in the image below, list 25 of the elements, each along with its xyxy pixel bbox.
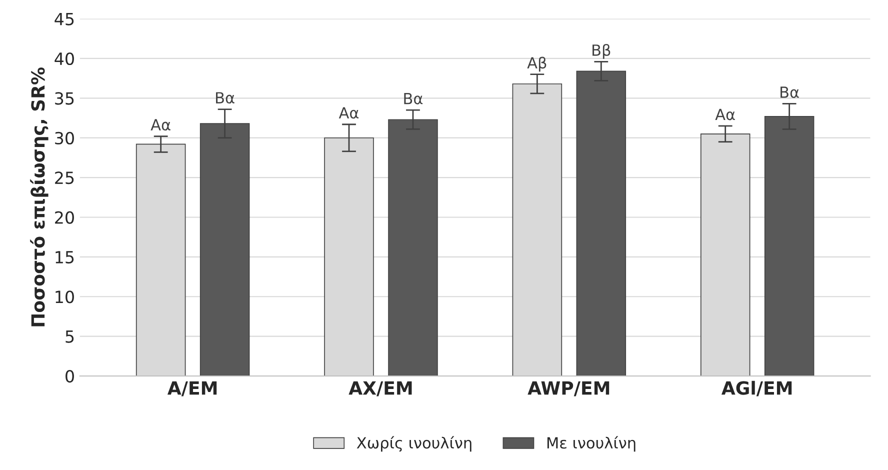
data-label: Βα	[780, 86, 799, 98]
y-tick-label: 25	[55, 172, 74, 184]
legend-label: Με ινουλίνη	[547, 436, 636, 452]
data-label: Αβ	[527, 56, 546, 72]
y-tick-label: 15	[56, 251, 74, 264]
x-tick-label: AGl/EM	[721, 380, 792, 396]
data-label: Βα	[404, 92, 423, 104]
data-label: Αα	[150, 119, 170, 131]
y-tick-label: 35	[55, 92, 74, 105]
x-tick-label: AX/EM	[348, 381, 412, 396]
data-label: Ββ	[592, 44, 610, 59]
x-tick-label: AWP/EM	[528, 381, 610, 396]
y-tick-label: 30	[55, 132, 74, 144]
legend-label: Χωρίς ινουλίνη	[356, 436, 472, 452]
data-label: Αα	[715, 108, 735, 120]
y-tick-label: 40	[54, 52, 74, 66]
data-label: Αα	[338, 107, 359, 119]
y-tick-label: 20	[55, 211, 74, 224]
y-tick-label: 0	[66, 370, 74, 383]
y-tick-label: 45	[54, 12, 74, 26]
x-tick-label: A/EM	[167, 381, 217, 396]
y-tick-label: 10	[56, 290, 74, 304]
y-tick-label: 5	[66, 330, 74, 343]
data-label: Βα	[216, 92, 234, 104]
y-axis-title: Ποσοστό επιβίωσης, SR%	[30, 67, 48, 326]
